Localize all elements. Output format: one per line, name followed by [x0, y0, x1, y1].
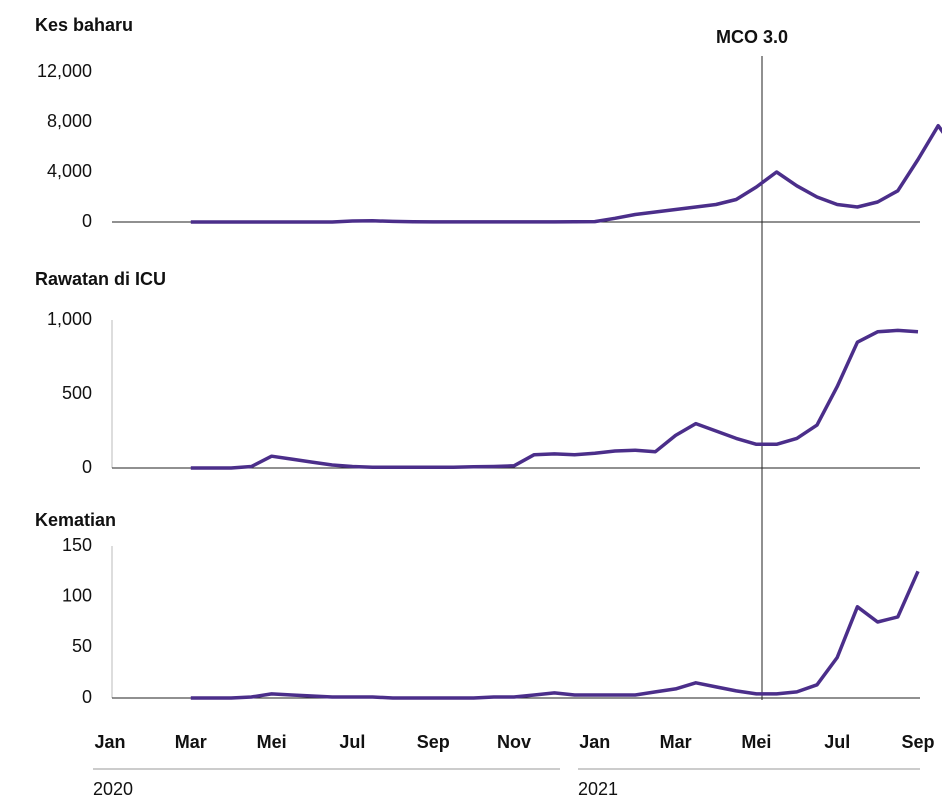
- x-tick-label: Sep: [901, 732, 934, 752]
- x-tick-label: Mar: [660, 732, 692, 752]
- x-tick-label: Nov: [497, 732, 531, 752]
- year-label: 2020: [93, 779, 133, 799]
- x-tick-label: Jul: [824, 732, 850, 752]
- panel-title: Rawatan di ICU: [35, 269, 166, 289]
- y-tick-label: 100: [62, 585, 92, 605]
- y-tick-label: 12,000: [37, 61, 92, 81]
- x-tick-label: Mei: [257, 732, 287, 752]
- year-label: 2021: [578, 779, 618, 799]
- annotation: MCO 3.0: [716, 27, 788, 47]
- y-tick-label: 150: [62, 535, 92, 555]
- panel-title: Kematian: [35, 510, 116, 530]
- y-tick-label: 500: [62, 383, 92, 403]
- series-line: [190, 328, 919, 470]
- y-tick-label: 0: [82, 211, 92, 231]
- x-tick-label: Jan: [94, 732, 125, 752]
- x-tick-label: Jul: [339, 732, 365, 752]
- x-tick-label: Mar: [175, 732, 207, 752]
- x-tick-label: Sep: [417, 732, 450, 752]
- y-tick-label: 8,000: [47, 111, 92, 131]
- y-tick-label: 1,000: [47, 309, 92, 329]
- y-tick-label: 0: [82, 457, 92, 477]
- x-tick-label: Mei: [741, 732, 771, 752]
- y-tick-label: 4,000: [47, 161, 92, 181]
- series-line: [190, 570, 920, 700]
- series-line: [190, 123, 942, 224]
- y-tick-label: 0: [82, 687, 92, 707]
- x-tick-label: Jan: [579, 732, 610, 752]
- y-tick-label: 50: [72, 636, 92, 656]
- panel-title: Kes baharu: [35, 15, 133, 35]
